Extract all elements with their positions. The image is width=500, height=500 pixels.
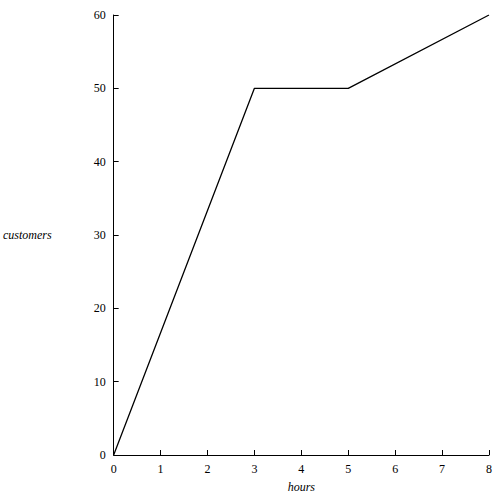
- svg-text:0: 0: [111, 462, 117, 476]
- svg-text:1: 1: [158, 462, 164, 476]
- svg-text:customers: customers: [3, 228, 52, 242]
- svg-text:10: 10: [94, 375, 106, 389]
- svg-text:40: 40: [94, 155, 106, 169]
- svg-text:6: 6: [392, 462, 398, 476]
- svg-text:60: 60: [94, 8, 106, 22]
- svg-text:4: 4: [298, 462, 304, 476]
- svg-text:50: 50: [94, 81, 106, 95]
- svg-text:2: 2: [204, 462, 210, 476]
- svg-text:hours: hours: [288, 480, 316, 494]
- svg-text:5: 5: [345, 462, 351, 476]
- svg-text:3: 3: [251, 462, 257, 476]
- svg-text:30: 30: [94, 228, 106, 242]
- svg-text:8: 8: [486, 462, 492, 476]
- svg-text:20: 20: [94, 301, 106, 315]
- svg-text:7: 7: [439, 462, 445, 476]
- svg-text:0: 0: [100, 448, 106, 462]
